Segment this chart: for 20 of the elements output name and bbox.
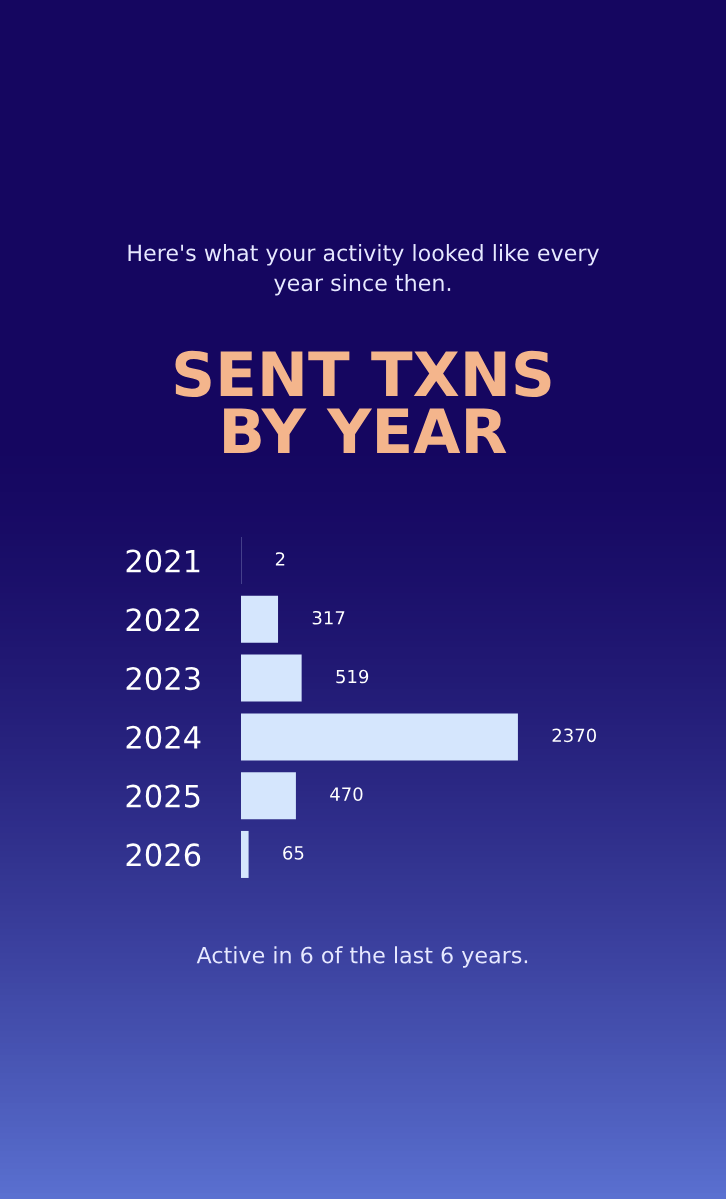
chart-title: SENT TXNS BY YEAR bbox=[175, 350, 551, 453]
bar bbox=[241, 713, 518, 761]
y-tick-label: 2023 bbox=[126, 667, 200, 691]
bar bbox=[241, 654, 302, 702]
data-label: 65 bbox=[283, 846, 304, 860]
y-tick-label: 2026 bbox=[126, 843, 201, 867]
bar bbox=[241, 830, 249, 878]
data-label: 519 bbox=[336, 669, 369, 684]
y-tick-label: 2021 bbox=[126, 549, 200, 573]
y-tick-label: 2025 bbox=[126, 784, 200, 808]
bar bbox=[241, 772, 296, 820]
data-label: 2 bbox=[275, 552, 285, 566]
data-label: 2370 bbox=[552, 728, 597, 743]
y-tick-label: 2022 bbox=[126, 608, 200, 632]
bar bbox=[241, 595, 279, 643]
data-label: 317 bbox=[312, 610, 345, 625]
y-tick-label: 2024 bbox=[126, 725, 201, 749]
chart-subtitle: Here's what your activity looked like every year since then. bbox=[128, 244, 599, 296]
text: Active in 6 of the last 6 years. bbox=[196, 946, 528, 968]
data-label: 470 bbox=[330, 787, 363, 801]
